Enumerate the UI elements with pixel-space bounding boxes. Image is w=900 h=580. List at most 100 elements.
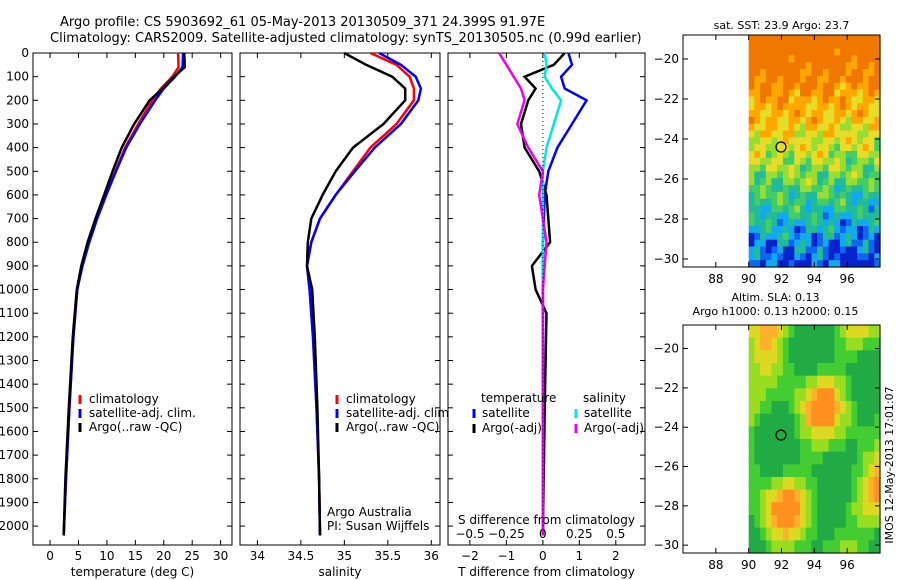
map-cell <box>760 116 767 125</box>
x-axis-label: temperature (deg C) <box>71 565 194 579</box>
map-cell <box>748 212 755 220</box>
map-cell <box>851 116 858 125</box>
map-cell <box>834 325 841 339</box>
map-cell <box>777 413 784 427</box>
map-cell <box>811 239 818 248</box>
map-cell <box>862 110 870 118</box>
map-cell <box>777 232 784 241</box>
map-cell <box>794 82 801 91</box>
map-cell <box>805 219 813 227</box>
map-cell <box>800 35 807 43</box>
map-cell <box>771 527 778 541</box>
map-cell <box>834 388 841 402</box>
map-cell <box>760 515 767 529</box>
map-cell <box>834 116 841 125</box>
map-cell <box>765 151 773 159</box>
map-cell <box>777 157 784 166</box>
map-cell <box>765 157 773 166</box>
map-cell <box>845 89 853 98</box>
map-cell <box>862 164 870 173</box>
map-cell <box>834 527 841 541</box>
y-tick-label: 0 <box>21 46 29 60</box>
map-cell <box>851 439 858 453</box>
map-cell <box>748 337 755 351</box>
map-cell <box>817 89 824 98</box>
map-cell <box>840 157 847 166</box>
series-line-3 <box>62 52 187 536</box>
map-cell <box>845 515 853 529</box>
map-cell <box>777 426 784 440</box>
legend-header-temperature: temperature <box>481 391 556 405</box>
map-cell <box>845 69 853 77</box>
map-cell <box>822 55 830 63</box>
map-cell <box>828 96 835 104</box>
map-cell <box>862 540 870 554</box>
map-cell <box>760 144 767 152</box>
map-cell <box>828 212 835 220</box>
map-cell <box>748 191 755 200</box>
map-cell <box>822 171 830 179</box>
map-cell <box>868 226 875 234</box>
map-cell <box>777 123 784 132</box>
map-cell <box>760 35 767 43</box>
map-cell <box>868 69 875 77</box>
map-cell <box>771 110 778 118</box>
map-cell <box>828 219 835 227</box>
map-cell <box>874 477 881 491</box>
map-cell <box>840 137 847 145</box>
map-cell <box>874 350 881 364</box>
map-cell <box>868 55 875 63</box>
map-cell <box>811 527 818 541</box>
map-cell <box>822 219 830 227</box>
map-cell <box>777 116 784 125</box>
map-cell <box>868 116 875 125</box>
map-cell <box>834 464 841 478</box>
map-cell <box>811 226 818 234</box>
map-cell <box>828 110 835 118</box>
map-cell <box>754 350 761 364</box>
map-cell <box>811 123 818 132</box>
map-cell <box>760 401 767 415</box>
map-cell <box>805 116 813 125</box>
map-cell <box>800 325 807 339</box>
map-cell <box>794 157 801 166</box>
map-cell <box>760 205 767 214</box>
map-cell <box>800 515 807 529</box>
map-cell <box>857 260 864 268</box>
map-cell <box>811 253 818 261</box>
map-cell <box>851 337 858 351</box>
map-cell <box>754 151 761 159</box>
map-cell <box>834 171 841 179</box>
map-cell <box>800 464 807 478</box>
map-cell <box>817 502 824 516</box>
map-cell <box>800 191 807 200</box>
map-cell <box>800 527 807 541</box>
map-cell <box>817 489 824 503</box>
map-cell <box>805 96 813 104</box>
map-cell <box>868 178 875 186</box>
map-cell <box>868 375 875 389</box>
map-cell <box>840 96 847 104</box>
map-cell <box>805 185 813 193</box>
map-cell <box>817 144 824 152</box>
map-cell <box>857 48 864 57</box>
map-cell <box>851 363 858 377</box>
map-cell <box>828 137 835 145</box>
map-cell <box>868 151 875 159</box>
map-cell <box>811 219 818 227</box>
map-cell <box>782 103 790 111</box>
map-cell <box>794 164 801 173</box>
map-cell <box>765 137 773 145</box>
map-cell <box>857 103 864 111</box>
map-cell <box>794 388 801 402</box>
map-cell <box>805 123 813 132</box>
map-cell <box>748 219 755 227</box>
map-cell <box>800 164 807 173</box>
map-cell <box>777 325 784 339</box>
map-cell <box>857 198 864 207</box>
map-cell <box>874 103 881 111</box>
map-cell <box>800 178 807 186</box>
map-cell <box>822 232 830 241</box>
map-cell <box>782 212 790 220</box>
map-cell <box>845 55 853 63</box>
